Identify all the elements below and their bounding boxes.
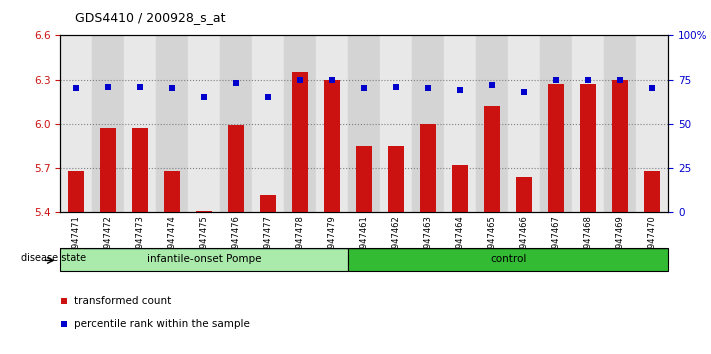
Bar	[316, 35, 348, 212]
Bar	[644, 171, 661, 212]
Bar	[476, 35, 508, 212]
Bar	[132, 128, 149, 212]
Bar	[260, 195, 277, 212]
Bar	[100, 128, 117, 212]
Bar	[228, 125, 245, 212]
Bar	[68, 171, 85, 212]
Bar	[444, 35, 476, 212]
Text: infantile-onset Pompe: infantile-onset Pompe	[147, 254, 262, 264]
Bar	[124, 35, 156, 212]
Bar	[572, 35, 604, 212]
Bar	[348, 248, 668, 271]
Bar	[220, 35, 252, 212]
Bar	[548, 84, 565, 212]
Bar	[380, 35, 412, 212]
Text: control: control	[490, 254, 527, 264]
Bar	[92, 35, 124, 212]
Bar	[452, 165, 469, 212]
Bar	[348, 35, 380, 212]
Bar	[580, 84, 597, 212]
Text: disease state: disease state	[21, 253, 86, 263]
Bar	[516, 177, 533, 212]
Bar	[60, 248, 348, 271]
Bar	[420, 124, 437, 212]
Bar	[484, 106, 501, 212]
Bar	[292, 72, 309, 212]
Bar	[356, 146, 373, 212]
Bar	[188, 35, 220, 212]
Bar	[412, 35, 444, 212]
Text: percentile rank within the sample: percentile rank within the sample	[74, 319, 250, 329]
Text: transformed count: transformed count	[74, 296, 171, 306]
Bar	[164, 171, 181, 212]
Bar	[324, 80, 341, 212]
Bar	[388, 146, 405, 212]
Bar	[508, 35, 540, 212]
Bar	[636, 35, 668, 212]
Bar	[156, 35, 188, 212]
Bar	[252, 35, 284, 212]
Text: GDS4410 / 200928_s_at: GDS4410 / 200928_s_at	[75, 11, 225, 24]
Bar	[604, 35, 636, 212]
Bar	[540, 35, 572, 212]
Bar	[196, 211, 213, 212]
Bar	[284, 35, 316, 212]
Bar	[612, 80, 629, 212]
Bar	[60, 35, 92, 212]
